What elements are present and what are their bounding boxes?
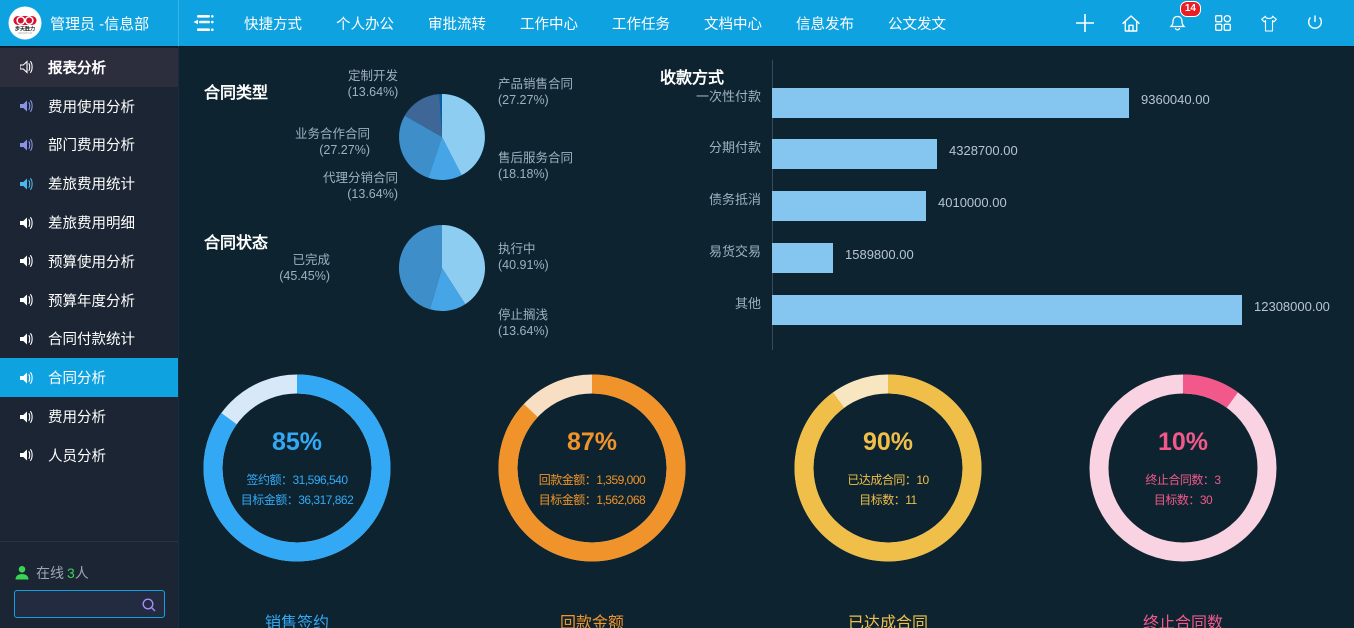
svg-text:GROUP CO: GROUP CO (18, 31, 32, 35)
